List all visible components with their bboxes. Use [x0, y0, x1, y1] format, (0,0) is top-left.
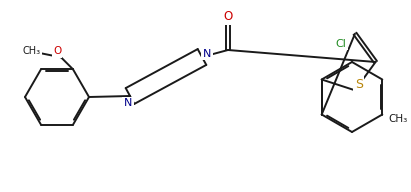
Text: N: N	[124, 98, 132, 108]
Text: N: N	[203, 49, 211, 59]
Text: CH₃: CH₃	[23, 46, 41, 56]
Text: O: O	[223, 11, 233, 23]
Text: O: O	[53, 46, 61, 56]
Text: CH₃: CH₃	[389, 113, 408, 123]
Text: S: S	[355, 78, 363, 91]
Text: Cl: Cl	[335, 39, 346, 49]
